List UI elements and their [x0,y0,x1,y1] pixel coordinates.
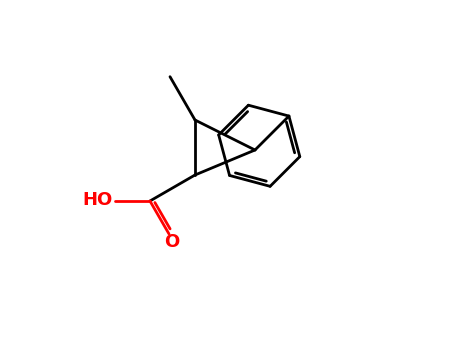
Text: O: O [164,233,180,251]
Text: HO: HO [83,191,113,209]
